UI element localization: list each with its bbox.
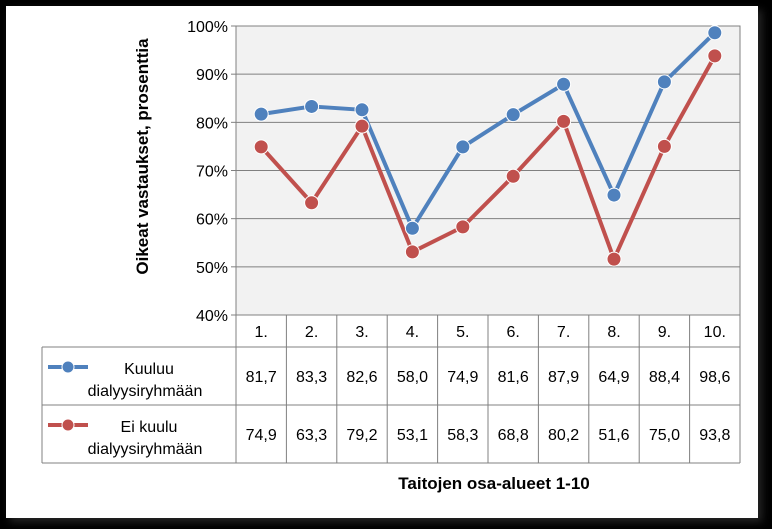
x-axis-title: Taitojen osa-alueet 1-10 xyxy=(398,474,589,493)
y-tick-label: 40% xyxy=(196,308,228,325)
data-point xyxy=(304,98,320,114)
table-value: 51,6 xyxy=(598,427,629,444)
table-value: 98,6 xyxy=(699,369,730,386)
data-point xyxy=(404,244,420,260)
table-value: 82,6 xyxy=(346,369,377,386)
data-point xyxy=(556,113,572,129)
table-value: 58,3 xyxy=(447,427,478,444)
table-value: 83,3 xyxy=(296,369,327,386)
table-value: 87,9 xyxy=(548,369,579,386)
y-tick-label: 50% xyxy=(196,260,228,277)
line-chart: 40% 50% 60% 70% 80% 90% 100% Oikeat vastaukset,… xyxy=(41,19,741,493)
table-value: 93,8 xyxy=(699,427,730,444)
x-tick-label: 3. xyxy=(355,324,368,341)
y-tick-label: 80% xyxy=(196,115,228,132)
legend-marker xyxy=(61,418,75,432)
data-point xyxy=(354,118,370,134)
data-point xyxy=(606,187,622,203)
table-value: 64,9 xyxy=(598,369,629,386)
x-tick-label: 4. xyxy=(406,324,419,341)
data-point xyxy=(505,168,521,184)
data-point xyxy=(505,107,521,123)
table-value: 75,0 xyxy=(649,427,680,444)
data-point xyxy=(556,76,572,92)
data-point xyxy=(253,139,269,155)
x-tick-label: 1. xyxy=(255,324,268,341)
table-value: 53,1 xyxy=(397,427,428,444)
table-value: 74,9 xyxy=(447,369,478,386)
legend-marker xyxy=(61,360,75,374)
table-value: 88,4 xyxy=(649,369,680,386)
legend-label-line: dialyysiryhmään xyxy=(88,383,203,400)
data-point xyxy=(404,220,420,236)
x-tick-label: 9. xyxy=(658,324,671,341)
table-value: 79,2 xyxy=(346,427,377,444)
data-point xyxy=(304,195,320,211)
y-tick-label: 70% xyxy=(196,164,228,181)
y-tick-label: 90% xyxy=(196,67,228,84)
series-line xyxy=(260,31,717,231)
y-axis-title: Oikeat vastaukset, prosenttia xyxy=(133,38,152,275)
table-value: 58,0 xyxy=(397,369,428,386)
data-point xyxy=(656,138,672,154)
legend-label-line: Ei kuulu xyxy=(121,419,178,436)
y-tick-label: 60% xyxy=(196,212,228,229)
data-point xyxy=(354,102,370,118)
data-point xyxy=(656,74,672,90)
table-value: 74,9 xyxy=(246,427,277,444)
x-tick-label: 2. xyxy=(305,324,318,341)
table-value: 68,8 xyxy=(498,427,529,444)
series-line xyxy=(259,54,717,262)
data-point xyxy=(707,48,723,64)
y-tick-label: 100% xyxy=(187,19,228,36)
data-point xyxy=(455,219,471,235)
x-tick-label: 6. xyxy=(507,324,520,341)
table-value: 81,6 xyxy=(498,369,529,386)
legend-label-line: Kuuluu xyxy=(124,361,174,378)
data-point xyxy=(455,139,471,155)
x-tick-label: 10. xyxy=(704,324,726,341)
data-point xyxy=(253,106,269,122)
chart-frame: 40% 50% 60% 70% 80% 90% 100% Oikeat vastaukset,… xyxy=(6,6,758,518)
table-value: 81,7 xyxy=(246,369,277,386)
legend-label-line: dialyysiryhmään xyxy=(88,441,203,458)
table-value: 80,2 xyxy=(548,427,579,444)
data-point xyxy=(707,25,723,41)
x-tick-label: 8. xyxy=(607,324,620,341)
x-tick-label: 7. xyxy=(557,324,570,341)
data-point xyxy=(606,251,622,267)
x-tick-label: 5. xyxy=(456,324,469,341)
table-value: 63,3 xyxy=(296,427,327,444)
